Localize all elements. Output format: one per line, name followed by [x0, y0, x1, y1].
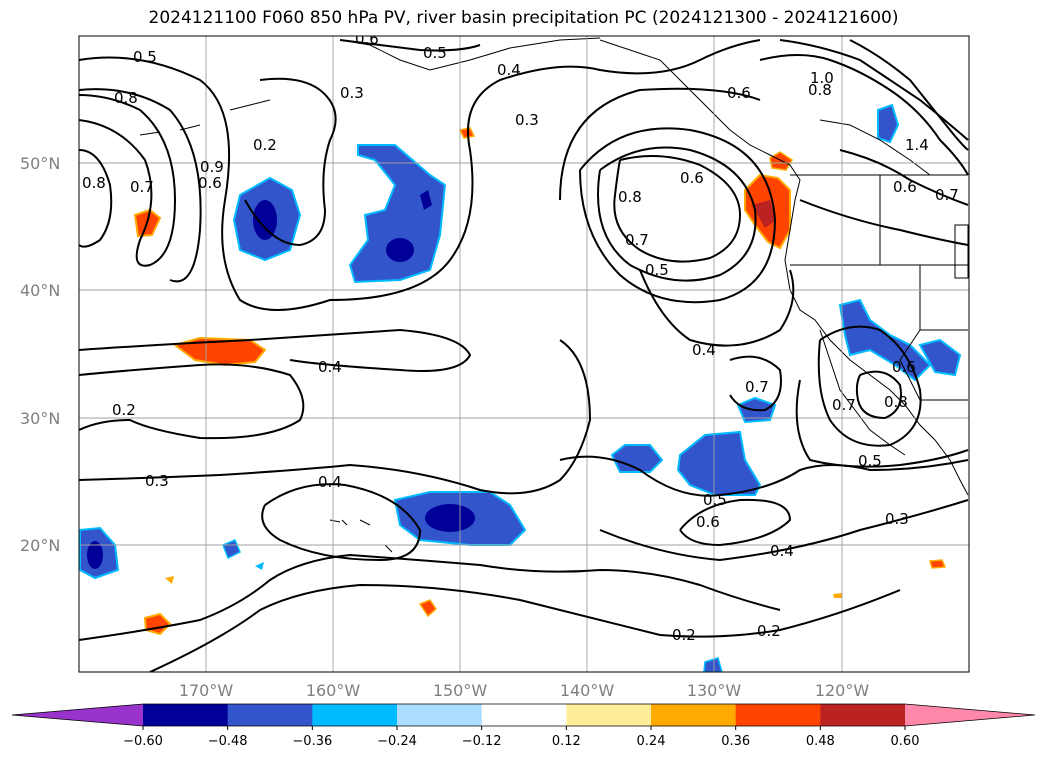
colorbar-swatch	[227, 704, 313, 726]
colorbar-swatch	[651, 704, 737, 726]
map-title: 2024121100 F060 850 hPa PV, river basin …	[148, 8, 899, 28]
precip-negative-areas	[79, 103, 962, 672]
contour-label: 0.4	[318, 473, 342, 491]
contour-label: 0.8	[618, 188, 642, 206]
contour-label: 0.8	[82, 174, 106, 192]
contour-label: 0.7	[745, 378, 769, 396]
lat-label: 50°N	[20, 154, 60, 173]
contour-label: 0.7	[625, 231, 649, 249]
contour-label: 0.3	[885, 510, 909, 528]
colorbar-tick-label: 0.24	[637, 734, 666, 749]
colorbar-tick-label: −0.60	[123, 734, 163, 749]
colorbar-swatch	[820, 704, 906, 726]
contour-label: 0.4	[497, 61, 521, 79]
lon-label: 130°W	[687, 681, 742, 700]
colorbar-swatch	[735, 704, 821, 726]
contour-label: 0.5	[858, 452, 882, 470]
contour-label: 0.7	[935, 186, 959, 204]
lat-label: 30°N	[20, 409, 60, 428]
lat-label: 40°N	[20, 281, 60, 300]
colorbar-tick-label: 0.12	[552, 734, 581, 749]
colorbar-swatch	[312, 704, 398, 726]
contour-label: 0.7	[832, 396, 856, 414]
lon-label: 160°W	[306, 681, 361, 700]
longitude-labels: 170°W 160°W 150°W 140°W 130°W 120°W	[179, 681, 870, 700]
colorbar-tick-label: 0.48	[806, 734, 835, 749]
contour-label: 0.6	[355, 30, 379, 48]
colorbar-swatch	[397, 704, 483, 726]
contour-label: 0.2	[253, 136, 277, 154]
contour-label: 0.4	[318, 358, 342, 376]
lon-label: 120°W	[815, 681, 870, 700]
contour-label-group: 0.6 0.5 0.4 0.3 0.2 0.8 0.7 0.9 0.6 0.8 …	[82, 30, 959, 644]
contour-label: 0.2	[672, 626, 696, 644]
contour-label: 1.4	[905, 136, 929, 154]
contour-label: 0.8	[884, 393, 908, 411]
contour-label: 1.0	[810, 69, 834, 87]
lon-label: 150°W	[433, 681, 488, 700]
contour-label: 0.2	[112, 401, 136, 419]
contour-label: 0.4	[692, 341, 716, 359]
contour-label: 0.3	[340, 84, 364, 102]
contour-label: 0.5	[645, 261, 669, 279]
contour-label: 0.6	[727, 84, 751, 102]
colorbar-swatch	[143, 704, 229, 726]
contour-label: 0.8	[114, 89, 138, 107]
contour-label: 0.7	[130, 178, 154, 196]
pv-contours	[79, 39, 969, 672]
contour-label: 0.3	[515, 111, 539, 129]
lon-label: 140°W	[560, 681, 615, 700]
lon-label: 170°W	[179, 681, 234, 700]
colorbar-swatch	[481, 704, 567, 726]
colorbar-tick-label: −0.36	[292, 734, 332, 749]
map-frame	[78, 35, 970, 673]
colorbar-extend-high	[905, 704, 1035, 726]
latitude-labels: 50°N 40°N 30°N 20°N	[20, 154, 60, 555]
contour-label: 0.5	[133, 48, 157, 66]
colorbar-tick-label: −0.48	[208, 734, 248, 749]
contour-label: 0.6	[680, 169, 704, 187]
contour-label: 0.6	[892, 358, 916, 376]
contour-label: 0.6	[198, 174, 222, 192]
colorbar: −0.60 −0.48 −0.36 −0.24 −0.12 0.12 0.24 0.36 0.4…	[11, 703, 1036, 749]
contour-label: 0.8	[808, 81, 832, 99]
contour-label: 0.5	[703, 491, 727, 509]
contour-label: 0.4	[770, 542, 794, 560]
colorbar-tick-label: −0.24	[377, 734, 417, 749]
colorbar-tick-label: 0.36	[721, 734, 750, 749]
colorbar-extend-low	[12, 704, 143, 726]
contour-label: 0.3	[145, 472, 169, 490]
graticule	[79, 36, 969, 672]
colorbar-tick-label: 0.60	[891, 734, 920, 749]
contour-label: 0.2	[757, 622, 781, 640]
lat-label: 20°N	[20, 536, 60, 555]
contour-label: 0.6	[696, 513, 720, 531]
precip-positive-areas	[133, 127, 947, 636]
colorbar-tick-label: −0.12	[462, 734, 502, 749]
colorbar-swatch	[566, 704, 652, 726]
contour-label: 0.6	[893, 178, 917, 196]
contour-label: 0.9	[200, 158, 224, 176]
contour-label: 0.5	[423, 44, 447, 62]
